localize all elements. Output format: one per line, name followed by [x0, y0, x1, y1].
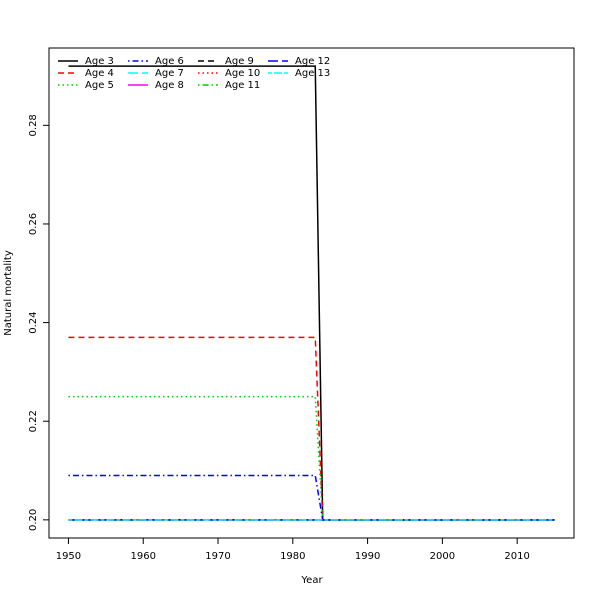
legend-label: Age 11	[225, 80, 260, 91]
y-tick-label: 0.22	[28, 410, 39, 432]
x-tick-label: 2000	[430, 551, 455, 562]
y-tick-label: 0.24	[28, 311, 39, 333]
legend-label: Age 6	[155, 56, 184, 67]
legend-label: Age 10	[225, 68, 260, 79]
x-tick-label: 1960	[131, 551, 156, 562]
y-tick-label: 0.28	[28, 114, 39, 136]
x-tick-label: 1980	[280, 551, 305, 562]
series-line	[68, 474, 555, 521]
y-tick-label: 0.26	[28, 213, 39, 235]
x-tick-label: 2010	[504, 551, 529, 562]
legend-label: Age 4	[85, 68, 114, 79]
y-axis-label: Natural mortality	[3, 250, 14, 336]
legend-label: Age 7	[155, 68, 184, 79]
legend-label: Age 9	[225, 56, 254, 67]
x-tick-label: 1970	[205, 551, 230, 562]
x-tick-label: 1990	[355, 551, 380, 562]
series-line	[68, 65, 555, 521]
plot-box	[48, 47, 575, 539]
series-line	[68, 336, 555, 521]
legend-label: Age 5	[85, 80, 114, 91]
legend-label: Age 3	[85, 56, 114, 67]
legend-label: Age 13	[295, 68, 330, 79]
series-line	[68, 395, 555, 521]
y-tick-label: 0.20	[28, 509, 39, 531]
x-tick-label: 1950	[56, 551, 81, 562]
x-axis-label: Year	[300, 575, 323, 586]
legend-label: Age 8	[155, 80, 184, 91]
legend-label: Age 12	[295, 56, 330, 67]
